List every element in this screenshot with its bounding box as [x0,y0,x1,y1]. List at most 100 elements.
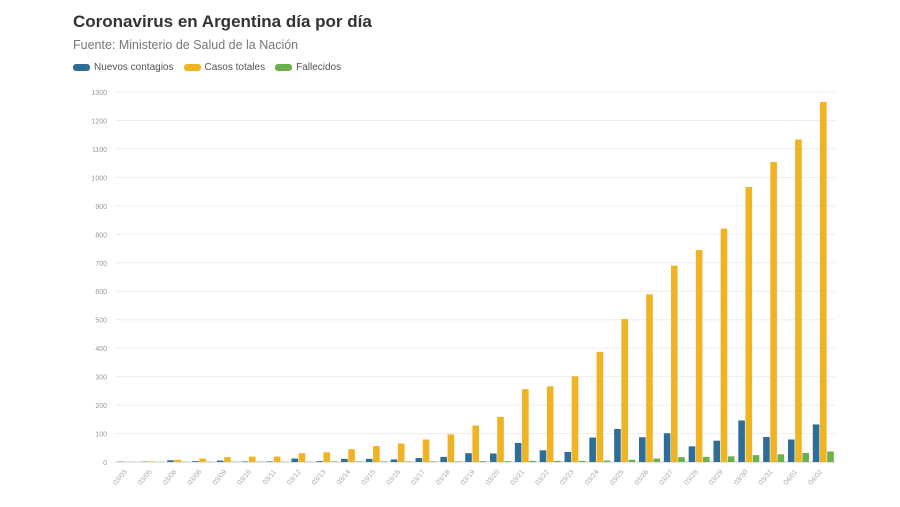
bar-nuevos-contagios [614,428,621,462]
bar-fallecidos [380,461,387,462]
x-tick-label: 03/11 [262,469,278,487]
bar-fallecidos [454,461,462,462]
bar-nuevos-contagios [266,461,274,462]
bar-casos-totales [472,425,479,462]
y-tick-label: 1000 [91,175,107,182]
bar-nuevos-contagios [787,439,795,462]
legend-item-nuevos[interactable]: Nuevos contagios [73,62,174,73]
x-tick-label: 03/06 [162,469,179,487]
x-tick-label: 03/09 [212,469,229,487]
bar-fallecidos [802,452,809,462]
legend-label: Casos totales [204,62,266,73]
bar-casos-totales [745,187,753,463]
bar-casos-totales [571,376,579,462]
x-tick-label: 03/18 [435,469,452,487]
bar-casos-totales [149,461,157,462]
bar-casos-totales [323,452,331,462]
legend-label: Nuevos contagios [94,62,174,73]
x-tick-label: 03/12 [286,469,303,487]
x-tick-label: 03/29 [708,469,725,487]
x-tick-label: 04/01 [783,469,800,487]
x-tick-label: 03/03 [112,469,129,487]
bar-nuevos-contagios [415,458,423,462]
bar-fallecidos [603,460,611,462]
legend-swatch [73,64,90,71]
chart-subtitle: Fuente: Ministerio de Salud de la Nación [73,38,299,52]
x-tick-label: 03/20 [485,469,502,487]
y-tick-label: 800 [95,232,107,239]
bar-nuevos-contagios [192,461,199,462]
bar-casos-totales [497,417,504,462]
legend: Nuevos contagios Casos totales Fallecido… [73,62,341,73]
bar-fallecidos [330,461,338,462]
bar-casos-totales [373,446,380,462]
bar-nuevos-contagios [638,437,646,462]
y-tick-label: 1300 [91,90,107,97]
x-tick-label: 03/31 [758,469,775,487]
legend-item-fallecidos[interactable]: Fallecidos [275,62,341,73]
bar-casos-totales [621,319,628,462]
x-tick-label: 03/30 [733,469,750,487]
bar-casos-totales [174,459,182,462]
bar-fallecidos [727,456,735,462]
bar-nuevos-contagios [564,452,572,462]
bar-fallecidos [529,460,536,462]
x-tick-label: 03/05 [137,469,154,487]
bar-nuevos-contagios [465,453,472,462]
bar-casos-totales [546,386,554,462]
bar-casos-totales [646,294,653,462]
x-tick-label: 03/15 [361,469,378,487]
x-tick-label: 03/08 [187,469,204,487]
bar-nuevos-contagios [167,460,174,462]
bar-nuevos-contagios [539,450,547,462]
x-tick-label: 03/27 [659,469,676,487]
bar-fallecidos [429,461,437,462]
x-tick-label: 04/02 [807,469,824,487]
bar-casos-totales [819,101,827,462]
bar-nuevos-contagios [738,420,745,462]
bar-nuevos-contagios [490,453,497,462]
y-tick-label: 500 [95,318,107,325]
bar-nuevos-contagios [216,460,224,462]
bar-nuevos-contagios [514,442,522,462]
y-tick-label: 300 [95,375,107,382]
bar-fallecidos [777,454,785,462]
bar-casos-totales [199,458,206,462]
x-tick-label: 03/19 [460,469,477,487]
y-tick-label: 900 [95,204,107,211]
bar-nuevos-contagios [365,458,373,462]
bar-casos-totales [720,228,728,462]
x-tick-label: 03/13 [311,469,328,487]
bar-casos-totales [248,456,256,462]
legend-swatch [183,64,201,71]
bar-casos-totales [397,443,405,462]
bar-casos-totales [348,449,355,462]
bar-nuevos-contagios [440,456,447,462]
legend-item-casos[interactable]: Casos totales [183,62,266,73]
legend-swatch [275,64,293,71]
bar-nuevos-contagios [291,458,299,462]
x-tick-label: 03/26 [634,469,651,487]
bar-casos-totales [695,249,703,462]
bar-casos-totales [770,162,777,462]
bar-nuevos-contagios [390,459,398,462]
bar-casos-totales [422,439,430,462]
bar-nuevos-contagios [688,446,696,462]
legend-label: Fallecidos [296,62,342,73]
bar-casos-totales [522,389,529,462]
x-tick-label: 03/28 [683,469,700,487]
bar-fallecidos [504,461,512,462]
y-tick-label: 700 [95,261,107,268]
bar-fallecidos [355,461,363,462]
bar-casos-totales [298,453,306,462]
bar-casos-totales [671,265,678,462]
x-tick-label: 03/22 [534,469,551,487]
bar-fallecidos [479,461,487,462]
bar-casos-totales [273,456,281,462]
bar-fallecidos [578,460,586,462]
bar-casos-totales [447,434,455,462]
bar-casos-totales [224,457,231,462]
x-tick-label: 03/10 [236,469,253,487]
bar-fallecidos [703,456,710,462]
y-tick-label: 1200 [91,118,107,125]
